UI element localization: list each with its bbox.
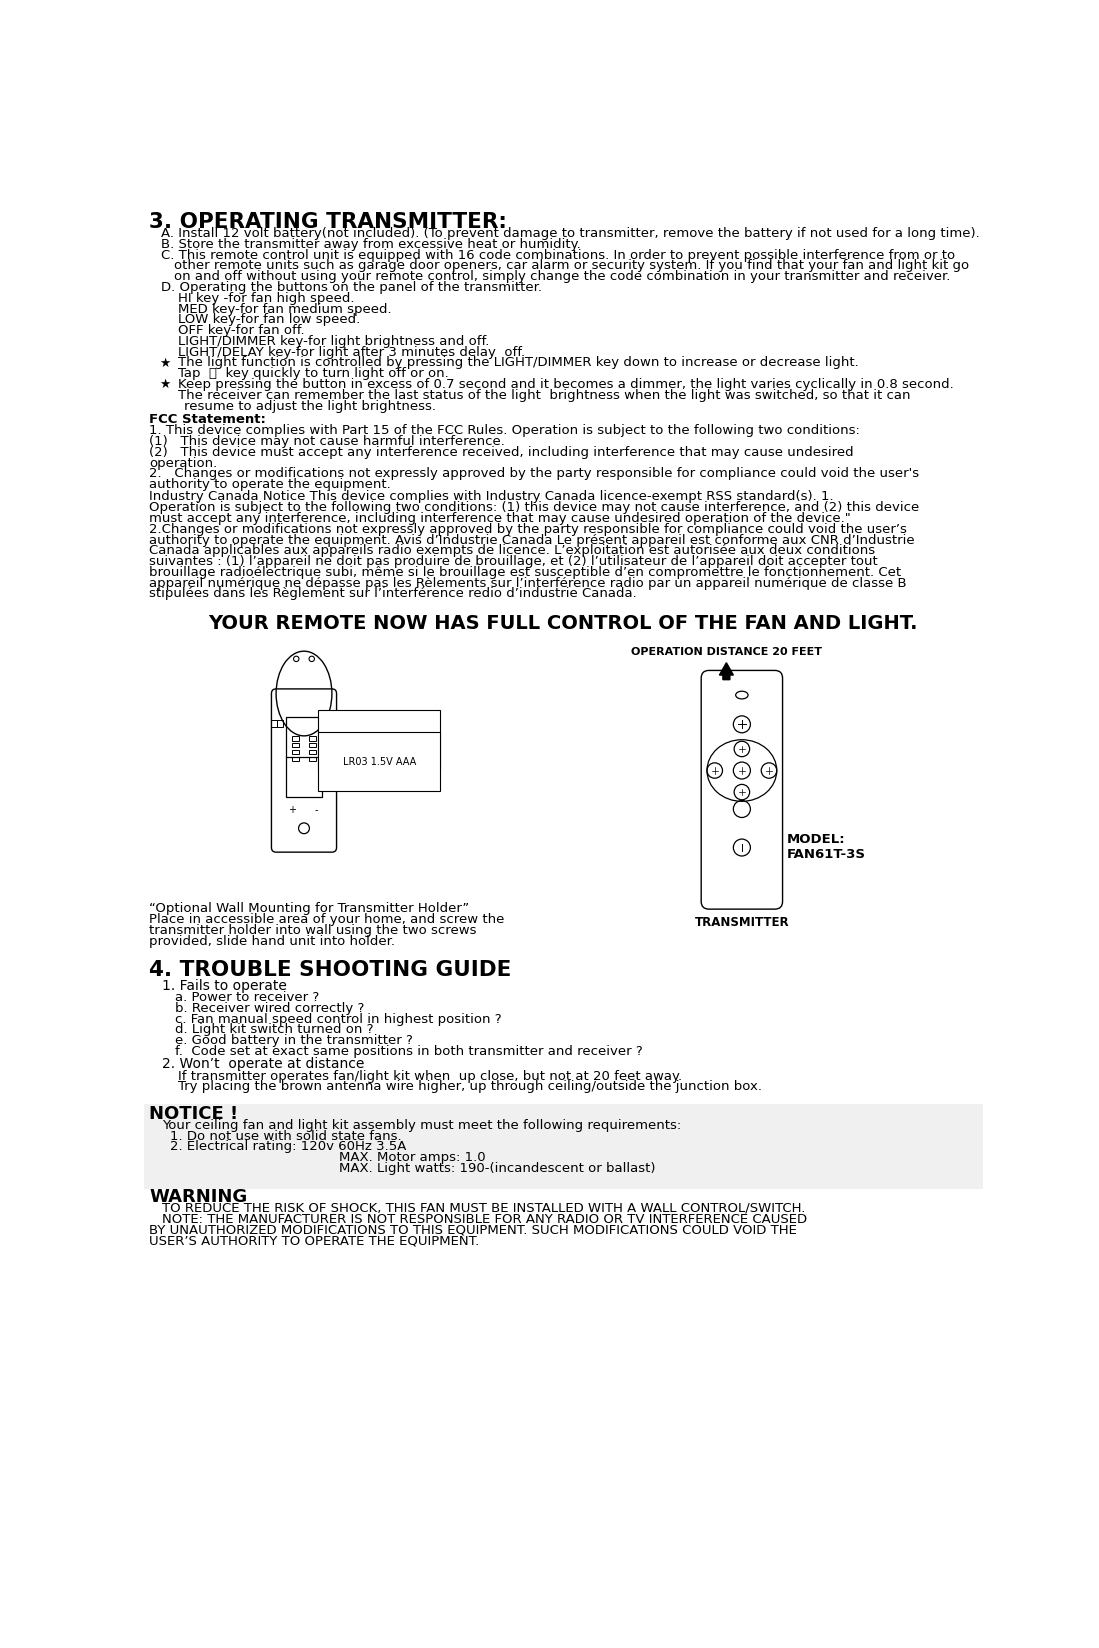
- Text: FCC Statement:: FCC Statement:: [149, 414, 266, 427]
- Text: authority to operate the equipment. Avis d’Industrie Canada Le présent appareil : authority to operate the equipment. Avis…: [149, 534, 914, 545]
- Text: +: +: [288, 804, 296, 814]
- Text: The receiver can remember the last status of the light  brightness when the ligh: The receiver can remember the last statu…: [178, 389, 910, 402]
- Text: 4. TROUBLE SHOOTING GUIDE: 4. TROUBLE SHOOTING GUIDE: [149, 959, 511, 979]
- Text: suivantes : (1) l’appareil ne doit pas produire de brouillage, et (2) l’utilisat: suivantes : (1) l’appareil ne doit pas p…: [149, 555, 878, 569]
- FancyBboxPatch shape: [144, 1104, 983, 1188]
- Bar: [309, 737, 317, 742]
- Bar: [291, 743, 299, 748]
- Text: If transmitter operates fan/light kit when  up close, but not at 20 feet away.: If transmitter operates fan/light kit wh…: [178, 1070, 681, 1081]
- Text: Industry Canada Notice This device complies with Industry Canada licence-exempt : Industry Canada Notice This device compl…: [149, 489, 834, 503]
- Text: d. Light kit switch turned on ?: d. Light kit switch turned on ?: [175, 1023, 373, 1035]
- Text: “Optional Wall Mounting for Transmitter Holder”: “Optional Wall Mounting for Transmitter …: [149, 901, 469, 915]
- Bar: [270, 722, 277, 727]
- Text: NOTE: THE MANUFACTURER IS NOT RESPONSIBLE FOR ANY RADIO OR TV INTERFERENCE CAUSE: NOTE: THE MANUFACTURER IS NOT RESPONSIBL…: [163, 1211, 808, 1224]
- Text: MAX. Light watts: 190-(incandescent or ballast): MAX. Light watts: 190-(incandescent or b…: [338, 1162, 655, 1175]
- Text: LIGHT/DIMMER key-for light brightness and off.: LIGHT/DIMMER key-for light brightness an…: [178, 335, 489, 348]
- Text: BY UNAUTHORIZED MODIFICATIONS TO THIS EQUIPMENT. SUCH MODIFICATIONS COULD VOID T: BY UNAUTHORIZED MODIFICATIONS TO THIS EQ…: [149, 1223, 797, 1236]
- Text: 2. Won’t  operate at distance: 2. Won’t operate at distance: [163, 1056, 365, 1071]
- Text: Place in accessible area of your home, and screw the: Place in accessible area of your home, a…: [149, 913, 504, 926]
- Text: NOTICE !: NOTICE !: [149, 1104, 238, 1122]
- Text: TRANSMITTER: TRANSMITTER: [695, 916, 789, 929]
- Text: Tap  ⓘ  key quickly to turn light off or on.: Tap ⓘ key quickly to turn light off or o…: [178, 368, 448, 381]
- Bar: [291, 756, 299, 761]
- Text: USER’S AUTHORITY TO OPERATE THE EQUIPMENT.: USER’S AUTHORITY TO OPERATE THE EQUIPMEN…: [149, 1234, 479, 1246]
- Text: Operation is subject to the following two conditions: (1) this device may not ca: Operation is subject to the following tw…: [149, 501, 919, 514]
- Bar: [309, 750, 317, 755]
- Text: ★: ★: [159, 377, 170, 391]
- Text: 1. Do not use with solid state fans.: 1. Do not use with solid state fans.: [170, 1129, 401, 1142]
- Text: (2)   This device must accept any interference received, including interference : (2) This device must accept any interfer…: [149, 445, 854, 458]
- Text: on and off without using your remote control, simply change the code combination: on and off without using your remote con…: [174, 270, 951, 283]
- Text: HI key -for fan high speed.: HI key -for fan high speed.: [178, 292, 354, 305]
- Text: TO REDUCE THE RISK OF SHOCK, THIS FAN MUST BE INSTALLED WITH A WALL CONTROL/SWIT: TO REDUCE THE RISK OF SHOCK, THIS FAN MU…: [163, 1201, 806, 1215]
- Text: e. Good battery in the transmitter ?: e. Good battery in the transmitter ?: [175, 1033, 412, 1046]
- Text: other remote units such as garage door openers, car alarm or security system. If: other remote units such as garage door o…: [174, 259, 969, 272]
- Bar: [309, 743, 317, 748]
- Text: operation.: operation.: [149, 456, 218, 470]
- Text: MODEL:
FAN61T-3S: MODEL: FAN61T-3S: [787, 832, 866, 860]
- Bar: [286, 717, 322, 798]
- Text: D. Operating the buttons on the panel of the transmitter.: D. Operating the buttons on the panel of…: [160, 280, 542, 293]
- Text: -: -: [314, 804, 318, 814]
- Text: ★: ★: [159, 356, 170, 369]
- FancyArrow shape: [720, 664, 733, 681]
- Text: transmitter holder into wall using the two screws: transmitter holder into wall using the t…: [149, 923, 477, 936]
- Text: stipulées dans les Règlement sur l’interférence redio d’industrie Canada.: stipulées dans les Règlement sur l’inter…: [149, 587, 636, 600]
- Text: must accept any interference, including interference that may cause undesired op: must accept any interference, including …: [149, 513, 851, 524]
- Text: b. Receiver wired correctly ?: b. Receiver wired correctly ?: [175, 1000, 364, 1014]
- Text: f.  Code set at exact same positions in both transmitter and receiver ?: f. Code set at exact same positions in b…: [175, 1045, 642, 1058]
- Bar: [309, 756, 317, 761]
- Text: YOUR REMOTE NOW HAS FULL CONTROL OF THE FAN AND LIGHT.: YOUR REMOTE NOW HAS FULL CONTROL OF THE …: [208, 613, 918, 633]
- Text: LOW key-for fan low speed.: LOW key-for fan low speed.: [178, 313, 360, 326]
- Text: MAX. Motor amps: 1.0: MAX. Motor amps: 1.0: [338, 1150, 486, 1163]
- Text: 2. Electrical rating: 120v 60Hz 3.5A: 2. Electrical rating: 120v 60Hz 3.5A: [170, 1140, 407, 1152]
- Text: C. This remote control unit is equipped with 16 code combinations. In order to p: C. This remote control unit is equipped …: [160, 249, 955, 262]
- Text: 2.   Changes or modifications not expressly approved by the party responsible fo: 2. Changes or modifications not expressl…: [149, 466, 919, 480]
- Text: appareil numérique ne dépasse pas les Rèlements sur l’interférence radio par un : appareil numérique ne dépasse pas les Rè…: [149, 577, 907, 590]
- Text: MED key-for fan medium speed.: MED key-for fan medium speed.: [178, 303, 391, 315]
- Text: LR03 1.5V AAA: LR03 1.5V AAA: [343, 756, 417, 766]
- Text: (1)   This device may not cause harmful interference.: (1) This device may not cause harmful in…: [149, 435, 504, 448]
- Text: Try placing the brown antenna wire higher, up through ceiling/outside the juncti: Try placing the brown antenna wire highe…: [178, 1079, 762, 1093]
- Text: Canada applicables aux appareils radio exempts de licence. L’exploitation est au: Canada applicables aux appareils radio e…: [149, 544, 875, 557]
- Text: The light function is controlled by pressing the LIGHT/DIMMER key down to increa: The light function is controlled by pres…: [178, 356, 858, 369]
- Text: a. Power to receiver ?: a. Power to receiver ?: [175, 990, 319, 1004]
- Bar: [277, 722, 284, 727]
- Text: LR03 1.5V AAA: LR03 1.5V AAA: [343, 735, 417, 745]
- Bar: [291, 750, 299, 755]
- Text: B. Store the transmitter away from excessive heat or humidity.: B. Store the transmitter away from exces…: [160, 237, 580, 250]
- Bar: [291, 737, 299, 742]
- Text: 2.Changes or modifications not expressly approved by the party responsible for c: 2.Changes or modifications not expressly…: [149, 522, 907, 536]
- Text: 1. Fails to operate: 1. Fails to operate: [163, 977, 287, 992]
- Text: Keep pressing the button in excess of 0.7 second and it becomes a dimmer, the li: Keep pressing the button in excess of 0.…: [178, 377, 954, 391]
- Text: OPERATION DISTANCE 20 FEET: OPERATION DISTANCE 20 FEET: [631, 646, 822, 656]
- Text: c. Fan manual speed control in highest position ?: c. Fan manual speed control in highest p…: [175, 1012, 501, 1025]
- Text: Your ceiling fan and light kit assembly must meet the following requirements:: Your ceiling fan and light kit assembly …: [163, 1117, 681, 1131]
- Text: authority to operate the equipment.: authority to operate the equipment.: [149, 478, 391, 491]
- Text: A. Install 12 volt battery(not included). (To prevent damage to transmitter, rem: A. Install 12 volt battery(not included)…: [160, 227, 979, 241]
- Text: resume to adjust the light brightness.: resume to adjust the light brightness.: [184, 399, 436, 412]
- Text: brouillage radioélectrique subi, même si le brouillage est susceptible d’en comp: brouillage radioélectrique subi, même si…: [149, 565, 901, 578]
- Text: 3. OPERATING TRANSMITTER:: 3. OPERATING TRANSMITTER:: [149, 211, 507, 232]
- Text: 1. This device complies with Part 15 of the FCC Rules. Operation is subject to t: 1. This device complies with Part 15 of …: [149, 424, 859, 437]
- Text: LIGHT/DELAY key-for light after 3 minutes delay  off.: LIGHT/DELAY key-for light after 3 minute…: [178, 346, 525, 359]
- Text: WARNING: WARNING: [149, 1187, 247, 1205]
- Text: OFF key-for fan off.: OFF key-for fan off.: [178, 325, 304, 336]
- Text: provided, slide hand unit into holder.: provided, slide hand unit into holder.: [149, 934, 395, 948]
